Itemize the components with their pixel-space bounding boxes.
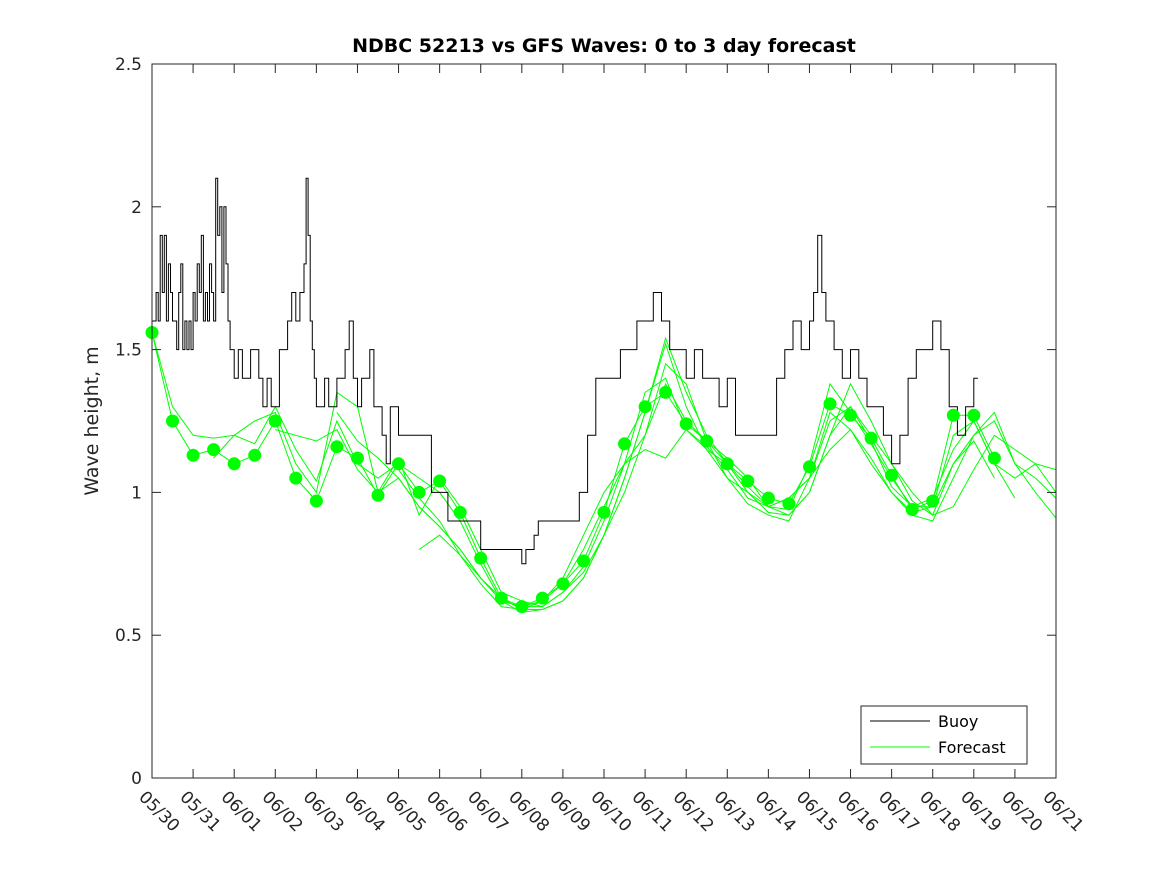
legend-box: [860, 705, 1028, 765]
forecast-marker: [268, 414, 282, 428]
forecast-marker: [597, 505, 611, 519]
buoy-line: [152, 177, 978, 565]
y-tick-label: 0.5: [115, 626, 142, 646]
forecast-marker: [535, 591, 549, 605]
forecast-marker: [494, 591, 508, 605]
forecast-marker: [987, 451, 1001, 465]
forecast-marker: [474, 551, 488, 565]
forecast-marker: [761, 491, 775, 505]
forecast-marker: [864, 431, 878, 445]
y-tick-label: 2.5: [115, 55, 142, 75]
forecast-marker: [638, 400, 652, 414]
forecast-marker: [186, 448, 200, 462]
forecast-marker: [392, 457, 405, 471]
forecast-marker: [515, 600, 529, 614]
legend: Buoy Forecast: [860, 705, 1028, 765]
y-axis-label: Wave height, m: [81, 346, 103, 495]
forecast-marker: [885, 468, 899, 482]
forecast-marker: [803, 460, 816, 474]
forecast-line-3: [213, 362, 1057, 608]
forecast-marker: [248, 448, 262, 462]
forecast-marker: [453, 505, 467, 519]
forecast-marker: [577, 554, 590, 568]
forecast-marker: [926, 494, 940, 508]
forecast-marker: [330, 440, 344, 454]
forecast-marker: [720, 457, 734, 471]
forecast-marker: [309, 494, 323, 508]
forecast-marker: [946, 408, 960, 422]
forecast-marker: [371, 488, 385, 502]
forecast-marker: [207, 443, 221, 457]
plot-area: [145, 177, 1057, 614]
forecast-marker: [905, 503, 919, 516]
forecast-marker: [823, 397, 837, 411]
y-tick-label: 2: [131, 198, 142, 218]
forecast-marker: [556, 577, 570, 591]
y-tick-label: 0: [131, 769, 142, 789]
forecast-marker: [741, 474, 755, 488]
forecast-marker: [227, 457, 241, 471]
forecast-marker: [679, 417, 693, 431]
forecast-marker: [844, 408, 857, 422]
forecast-marker: [618, 437, 631, 451]
forecast-line-7: [418, 428, 995, 608]
forecast-marker: [782, 497, 796, 511]
forecast-marker: [166, 414, 179, 428]
forecast-line-5: [336, 336, 1057, 613]
chart-title: NDBC 52213 vs GFS Waves: 0 to 3 day fore…: [352, 35, 856, 57]
forecast-marker: [967, 408, 981, 422]
forecast-marker: [289, 471, 303, 485]
y-tick-label: 1.5: [115, 341, 142, 361]
forecast-marker: [412, 485, 426, 499]
forecast-marker: [700, 434, 714, 448]
legend-buoy-label: Buoy: [938, 712, 978, 731]
forecast-marker: [433, 474, 447, 488]
forecast-marker: [659, 385, 673, 399]
legend-forecast-label: Forecast: [938, 738, 1006, 757]
y-tick-label: 1: [131, 483, 142, 503]
forecast-line-2: [151, 332, 1057, 608]
forecast-marker: [351, 451, 364, 465]
